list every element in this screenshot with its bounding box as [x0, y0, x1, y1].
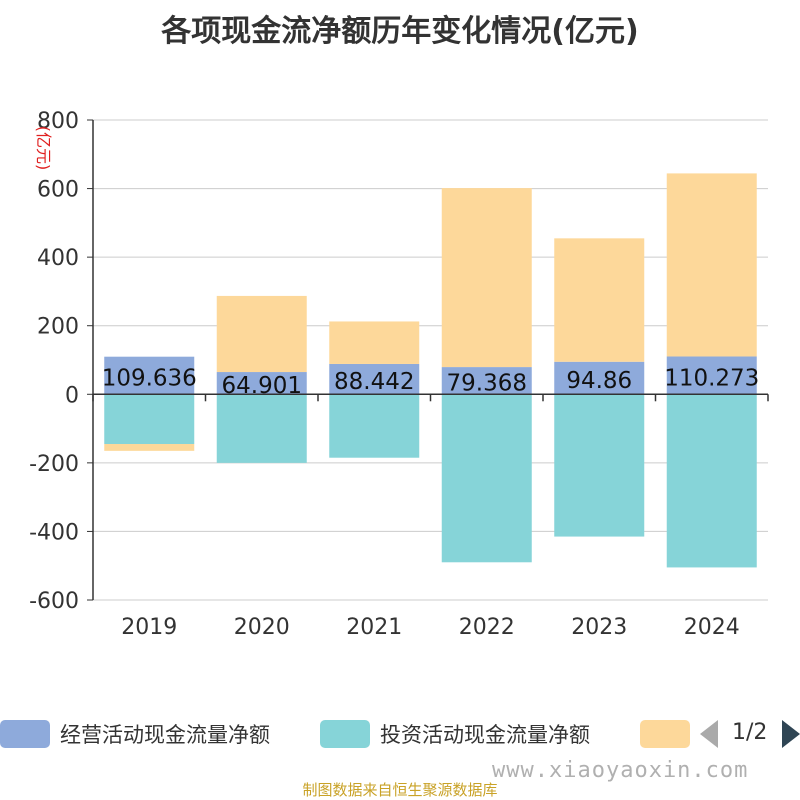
bar-series1-2020 — [216, 372, 307, 395]
bar-series3-2023 — [554, 238, 645, 362]
x-tick-label-2022: 2022 — [459, 615, 515, 640]
legend-swatch-third-series — [640, 720, 690, 748]
legend-next-page-arrow-icon[interactable] — [782, 720, 800, 748]
bar-series1-2021 — [329, 363, 420, 395]
y-tick-label: -600 — [29, 589, 79, 614]
legend-prev-page-arrow-icon[interactable] — [700, 720, 718, 748]
bar-chart: 800 600 400 200 0 -200 -400 -600 (亿元) 2019 2020 202… — [29, 109, 769, 640]
data-label-2022: 79.368 — [447, 371, 527, 397]
bar-series2-2021 — [329, 394, 420, 458]
bar-series1-2023 — [554, 361, 645, 395]
legend-swatch-investing — [320, 720, 370, 748]
legend-item-operating[interactable]: 经营活动现金流量净额 — [0, 716, 270, 752]
legend-label-investing: 投资活动现金流量净额 — [380, 723, 590, 747]
bar-series2-2022 — [441, 394, 532, 563]
legend-item-investing[interactable]: 投资活动现金流量净额 — [320, 716, 590, 752]
data-label-2021: 88.442 — [334, 369, 414, 395]
legend: 经营活动现金流量净额 投资活动现金流量净额 1/2 — [0, 716, 800, 752]
bar-series3-2022 — [441, 188, 532, 368]
legend-label-operating: 经营活动现金流量净额 — [60, 723, 270, 747]
legend-item-third-series[interactable] — [640, 716, 690, 752]
x-tick-label-2020: 2020 — [234, 615, 290, 640]
x-tick-label-2023: 2023 — [571, 615, 627, 640]
bar-series1-2022 — [441, 367, 532, 395]
y-tick-label: -200 — [29, 452, 79, 477]
y-tick-label: 200 — [37, 315, 79, 340]
y-tick-label: -400 — [29, 520, 79, 545]
bar-series3-2021 — [329, 321, 420, 364]
chart-title: 各项现金流净额历年变化情况(亿元) — [161, 14, 639, 49]
x-tick-label-2024: 2024 — [684, 615, 740, 640]
legend-swatch-operating — [0, 720, 50, 748]
bar-series2-2020 — [216, 394, 307, 463]
watermark: www.xiaoyaoxin.com — [492, 758, 749, 783]
data-label-2023: 94.86 — [566, 368, 632, 394]
x-tick-label-2021: 2021 — [346, 615, 402, 640]
bar-series2-2019 — [104, 394, 195, 444]
data-label-2019: 109.636 — [102, 365, 197, 391]
data-label-2020: 64.901 — [222, 373, 302, 399]
bar-series3-2020 — [216, 295, 307, 373]
bar-series2-2024 — [666, 394, 757, 568]
y-axis-label: (亿元) — [34, 126, 53, 171]
bar-series3-2024 — [666, 173, 757, 357]
bar-series1-2024 — [666, 356, 757, 395]
data-label-2024: 110.273 — [664, 365, 759, 391]
x-tick-label-2019: 2019 — [121, 615, 177, 640]
y-tick-label: 400 — [37, 246, 79, 271]
bar-series3-2019 — [104, 444, 195, 451]
bar-series2-2023 — [554, 394, 645, 537]
source-note: 制图数据来自恒生聚源数据库 — [302, 781, 498, 799]
bar-series1-2019 — [104, 356, 195, 395]
legend-page-indicator: 1/2 — [732, 720, 768, 745]
y-tick-label: 600 — [37, 178, 79, 203]
y-tick-label: 800 — [37, 109, 79, 134]
y-tick-label: 0 — [65, 383, 79, 408]
